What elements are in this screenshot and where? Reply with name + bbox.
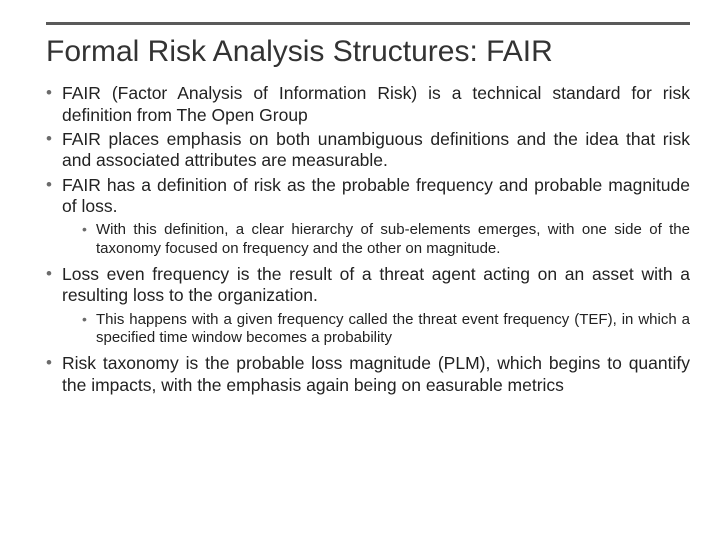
bullet-text: FAIR (Factor Analysis of Information Ris… xyxy=(62,83,690,124)
list-item: FAIR places emphasis on both unambiguous… xyxy=(46,129,690,172)
list-item: Risk taxonomy is the probable loss magni… xyxy=(46,353,690,396)
bullet-text: This happens with a given frequency call… xyxy=(96,311,690,346)
bullet-list-level2: This happens with a given frequency call… xyxy=(62,311,690,348)
list-item: Loss even frequency is the result of a t… xyxy=(46,264,690,347)
list-item: This happens with a given frequency call… xyxy=(82,311,690,348)
bullet-list-level2: With this definition, a clear hierarchy … xyxy=(62,221,690,258)
bullet-text: FAIR places emphasis on both unambiguous… xyxy=(62,129,690,170)
bullet-list-level1: FAIR (Factor Analysis of Information Ris… xyxy=(46,83,690,396)
bullet-text: Loss even frequency is the result of a t… xyxy=(62,264,690,305)
list-item: With this definition, a clear hierarchy … xyxy=(82,221,690,258)
list-item: FAIR (Factor Analysis of Information Ris… xyxy=(46,83,690,126)
top-divider xyxy=(46,22,690,25)
bullet-text: Risk taxonomy is the probable loss magni… xyxy=(62,353,690,394)
bullet-text: FAIR has a definition of risk as the pro… xyxy=(62,175,690,216)
slide-title: Formal Risk Analysis Structures: FAIR xyxy=(46,34,690,69)
bullet-text: With this definition, a clear hierarchy … xyxy=(96,221,690,256)
slide-content: Formal Risk Analysis Structures: FAIR FA… xyxy=(0,0,720,419)
list-item: FAIR has a definition of risk as the pro… xyxy=(46,175,690,258)
